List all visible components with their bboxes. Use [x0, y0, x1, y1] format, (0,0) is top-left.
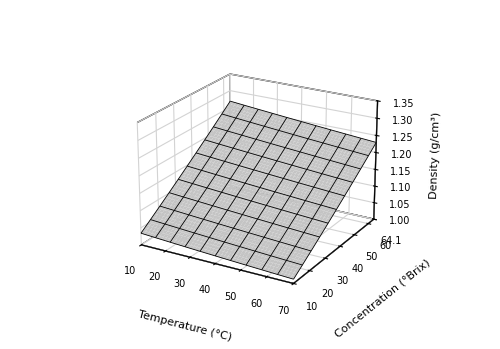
Y-axis label: Concentration (°Brix): Concentration (°Brix) [334, 257, 432, 339]
X-axis label: Temperature (°C): Temperature (°C) [136, 310, 232, 343]
